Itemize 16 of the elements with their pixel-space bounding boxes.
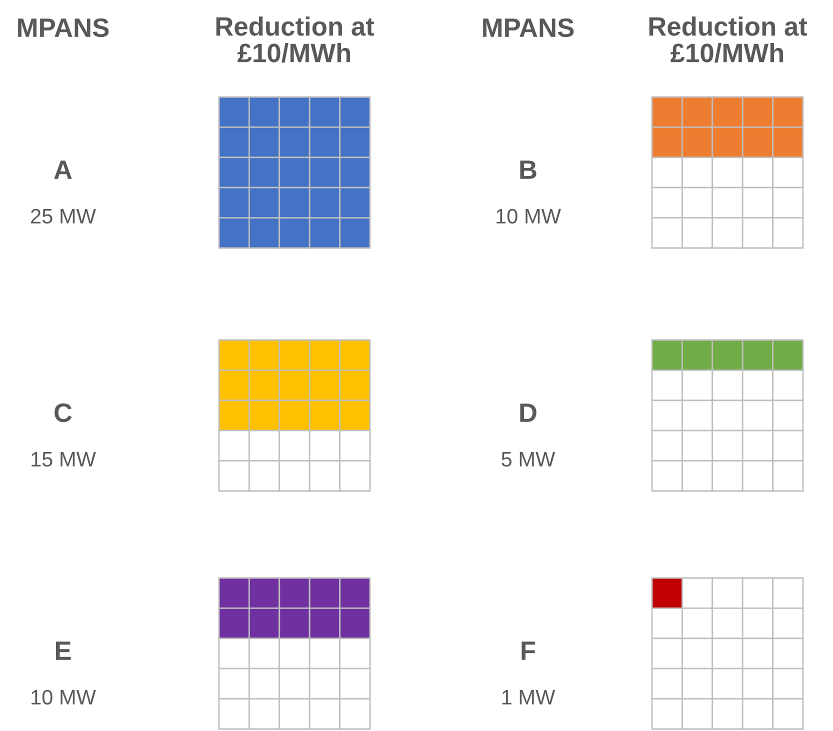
category-label: B: [520, 160, 536, 179]
text: Reduction at £10/MWh: [216, 16, 374, 63]
text: MPANS: [483, 18, 574, 38]
data-label: 25 MW: [31, 208, 96, 224]
data-label: 1 MW: [502, 690, 556, 704]
text: MPANS: [18, 18, 109, 38]
category-label: F: [522, 642, 536, 660]
data-label: 15 MW: [32, 452, 96, 467]
category-label: A: [54, 160, 72, 179]
data-label: 5 MW: [502, 452, 556, 467]
data-label: 10 MW: [496, 208, 561, 224]
category-label: E: [56, 642, 71, 660]
text: Reduction at £10/MWh: [649, 16, 808, 63]
category-label: D: [520, 404, 536, 422]
category-label: C: [54, 403, 72, 422]
data-label: 10 MW: [32, 690, 96, 705]
